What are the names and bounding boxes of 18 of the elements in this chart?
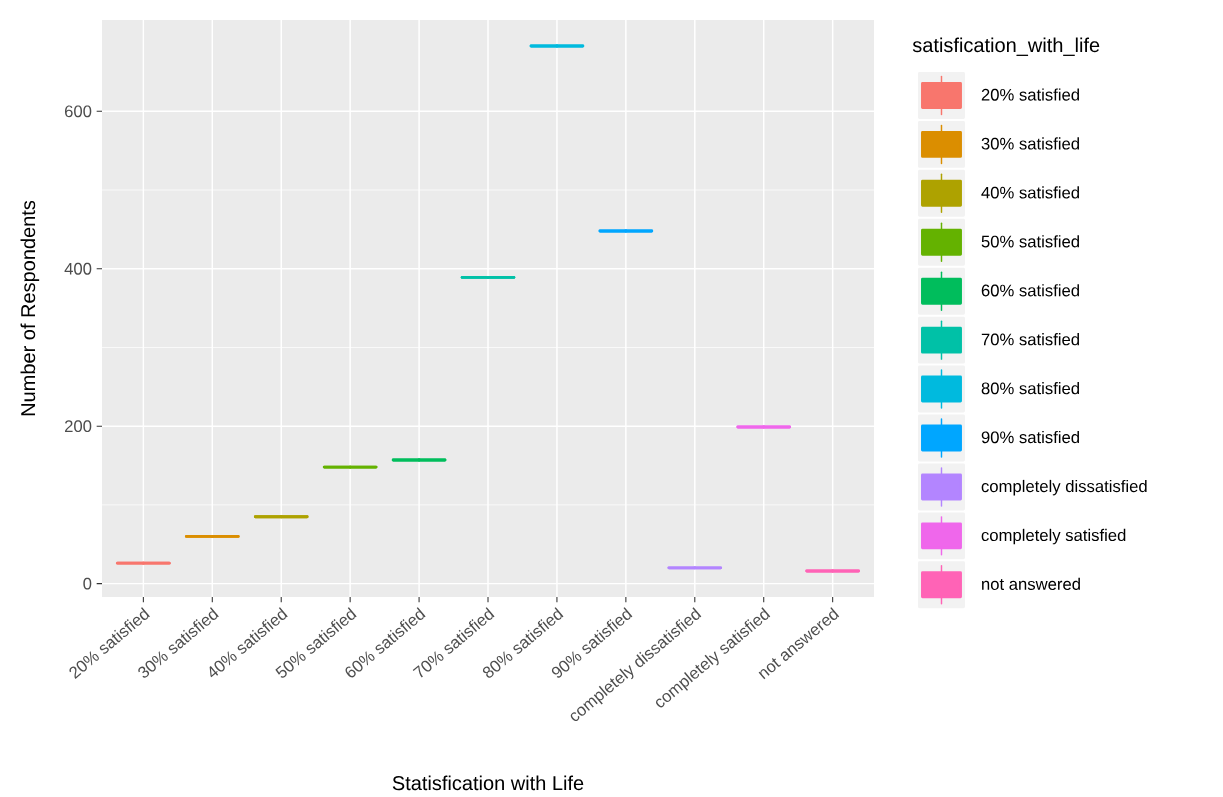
y-tick-label: 200 <box>64 420 92 433</box>
legend-label: 30% satisfied <box>981 137 1079 150</box>
y-tick-label: 600 <box>64 105 92 118</box>
legend-label: 60% satisfied <box>981 284 1079 297</box>
legend-label: 80% satisfied <box>981 382 1079 395</box>
y-tick-label: 0 <box>83 577 92 590</box>
legend-label: 50% satisfied <box>981 235 1079 248</box>
y-tick-label: 400 <box>64 262 92 275</box>
legend-label: 20% satisfied <box>981 88 1079 101</box>
legend-label: completely satisfied <box>981 528 1126 545</box>
legend-label: 90% satisfied <box>981 430 1079 444</box>
legend-label: 70% satisfied <box>981 333 1079 346</box>
legend-label: 40% satisfied <box>981 186 1079 199</box>
x-axis-title: Statisfication with Life <box>392 775 584 791</box>
legend-label: completely dissatisfied <box>981 479 1147 496</box>
y-axis-title: Number of Respondents <box>20 200 40 416</box>
legend-label: not answered <box>982 577 1080 590</box>
legend-title: satisfication_with_life <box>912 37 1100 56</box>
